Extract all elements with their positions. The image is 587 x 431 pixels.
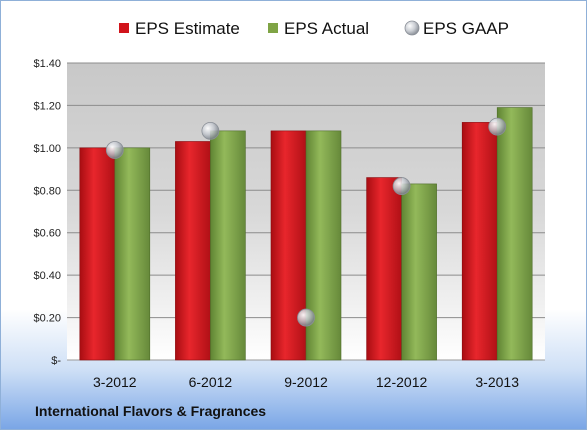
eps-estimate-bar <box>366 177 402 361</box>
eps-actual-bar <box>401 183 437 361</box>
eps-estimate-bar <box>270 130 307 361</box>
eps-gaap-point <box>105 141 124 159</box>
eps-gaap-point <box>201 121 220 140</box>
x-tick-label: 9-2012 <box>284 374 328 390</box>
legend-swatch <box>268 23 278 33</box>
y-tick-label: $- <box>51 355 61 367</box>
y-tick-label: $1.00 <box>33 143 61 155</box>
gaap-markers <box>105 117 507 327</box>
eps-actual-bar <box>114 147 151 361</box>
x-tick-label: 6-2012 <box>189 374 233 390</box>
legend-label: EPS Estimate <box>135 19 240 38</box>
legend-swatch <box>404 20 420 36</box>
legend-label: EPS GAAP <box>423 19 509 38</box>
x-axis-ticks: 3-2012 6-2012 9-2012 12-2012 3-2013 <box>93 374 519 390</box>
legend-swatch <box>119 23 129 33</box>
x-tick-label: 3-2013 <box>475 374 519 390</box>
eps-gaap-point <box>488 117 507 136</box>
eps-actual-bar <box>496 107 533 361</box>
eps-estimate-bar <box>461 122 498 361</box>
company-name: International Flavors & Fragrances <box>35 403 267 419</box>
y-tick-label: $0.40 <box>33 270 61 282</box>
y-tick-label: $1.20 <box>33 100 61 112</box>
x-tick-label: 3-2012 <box>93 374 137 390</box>
y-tick-label: $0.80 <box>33 185 61 197</box>
legend: EPS Estimate EPS Actual EPS GAAP <box>119 19 509 38</box>
y-tick-label: $1.40 <box>33 58 61 70</box>
eps-estimate-bar <box>175 141 211 361</box>
bars <box>79 107 533 361</box>
eps-estimate-bar <box>79 147 116 361</box>
eps-gaap-point <box>297 308 315 327</box>
eps-actual-bar <box>305 130 342 361</box>
y-tick-label: $0.60 <box>33 228 61 240</box>
x-tick-label: 12-2012 <box>376 374 428 390</box>
y-axis-ticks: $- $0.20 $0.40 $0.60 $0.80 $1.00 $1.20 $1.40 <box>33 58 61 367</box>
eps-actual-bar <box>210 130 246 361</box>
legend-label: EPS Actual <box>284 19 369 38</box>
eps-gaap-point <box>392 177 411 195</box>
y-tick-label: $0.20 <box>33 313 61 325</box>
